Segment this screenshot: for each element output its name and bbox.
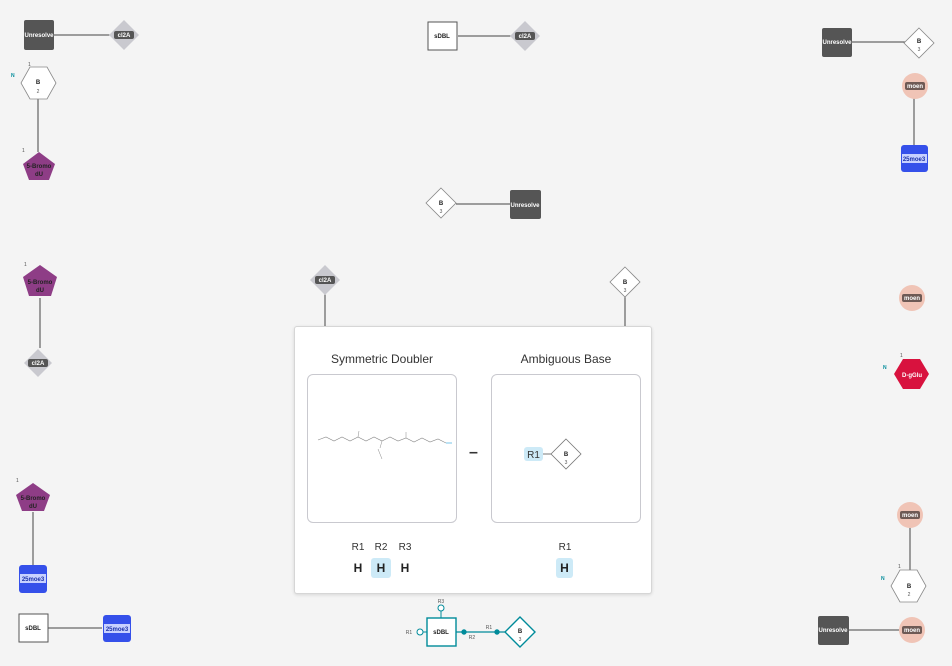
svg-text:1: 1 <box>898 564 901 570</box>
svg-text:N: N <box>11 73 15 79</box>
r1-label: R1 <box>406 630 413 636</box>
svg-text:cl2A: cl2A <box>118 33 131 39</box>
svg-text:B: B <box>623 280 628 286</box>
svg-text:25moe3: 25moe3 <box>22 577 45 583</box>
svg-text:2: 2 <box>908 592 911 598</box>
svg-text:1: 1 <box>16 478 19 484</box>
bromo-du-pentagon[interactable]: 1 5-Bromo dU <box>16 478 50 511</box>
moe3-square[interactable]: 25moe3 <box>19 565 47 593</box>
svg-text:25moe3: 25moe3 <box>903 157 926 163</box>
r1-label: R1 <box>486 625 493 631</box>
cl2a-diamond[interactable]: cl2A <box>310 265 340 295</box>
svg-text:moen: moen <box>904 628 920 634</box>
svg-text:1: 1 <box>900 353 903 359</box>
cl2a-diamond[interactable]: cl2A <box>510 21 540 51</box>
right-panel-title: Ambiguous Base <box>520 352 612 366</box>
svg-text:1: 1 <box>24 262 27 268</box>
svg-text:sDBL: sDBL <box>25 626 41 632</box>
svg-text:1: 1 <box>22 148 25 154</box>
svg-text:3: 3 <box>565 460 568 466</box>
base-number: 3 <box>519 637 522 643</box>
svg-text:Unresolve: Unresolve <box>510 203 540 209</box>
r2-label: R2 <box>469 635 476 641</box>
rgroup-r2: R2 H <box>371 542 391 578</box>
svg-text:2: 2 <box>37 89 40 95</box>
selected-sdbl-square[interactable] <box>416 604 536 648</box>
bromo-du-pentagon[interactable]: 1 5-Bromo dU <box>23 262 57 296</box>
dglu-hexagon[interactable]: 1 N D-gGlu <box>883 353 929 389</box>
svg-text:Unresolve: Unresolve <box>818 628 848 634</box>
sdbl-square[interactable]: sDBL <box>18 613 49 643</box>
moe3-square[interactable]: 25moe3 <box>103 615 131 642</box>
svg-text:B: B <box>917 39 922 45</box>
svg-text:Unresolve: Unresolve <box>24 33 54 39</box>
base-hexagon[interactable]: 1 N B 2 <box>11 62 57 100</box>
base-diamond[interactable]: B 3 <box>609 266 641 298</box>
svg-text:3: 3 <box>440 209 443 215</box>
base-diamond[interactable]: B 3 <box>425 187 457 219</box>
svg-text:moen: moen <box>904 296 920 302</box>
separator: – <box>469 444 478 461</box>
ambiguous-base-structure-box: R1 B 3 <box>491 374 641 523</box>
base-label: B <box>518 629 523 635</box>
unresolved-monomer[interactable]: Unresolve <box>822 28 852 57</box>
base-diamond[interactable]: B 3 <box>903 27 935 59</box>
svg-text:dU: dU <box>29 504 37 510</box>
unresolved-monomer[interactable]: Unresolve <box>24 20 54 50</box>
svg-text:Unresolve: Unresolve <box>822 40 852 46</box>
svg-text:5-Bromo: 5-Bromo <box>27 164 52 170</box>
svg-text:moen: moen <box>907 84 923 90</box>
rgroup-base-r1: R1 H <box>555 542 575 578</box>
svg-text:dU: dU <box>36 288 44 294</box>
moen-circle[interactable]: moen <box>902 73 928 99</box>
moen-circle[interactable]: moen <box>899 617 925 643</box>
svg-text:1: 1 <box>28 62 31 68</box>
svg-text:5-Bromo: 5-Bromo <box>21 496 46 502</box>
cl2a-diamond[interactable]: cl2A <box>109 20 139 50</box>
svg-text:B: B <box>907 584 912 590</box>
svg-text:25moe3: 25moe3 <box>106 627 129 633</box>
base-hexagon[interactable]: 1 N B 2 <box>881 564 927 603</box>
svg-text:N: N <box>881 576 885 582</box>
svg-text:B: B <box>36 80 41 86</box>
svg-text:N: N <box>883 365 887 371</box>
svg-text:moen: moen <box>902 513 918 519</box>
svg-text:cl2A: cl2A <box>32 361 45 367</box>
moen-circle[interactable]: moen <box>899 285 925 311</box>
svg-text:cl2A: cl2A <box>519 34 532 40</box>
r1-tag: R1 <box>527 450 540 461</box>
cl2a-diamond[interactable]: cl2A <box>24 349 52 377</box>
unresolved-monomer[interactable]: Unresolve <box>818 616 849 645</box>
svg-text:B: B <box>564 452 569 458</box>
svg-text:3: 3 <box>624 288 627 294</box>
left-panel-title: Symmetric Doubler <box>330 352 434 366</box>
svg-text:5-Bromo: 5-Bromo <box>28 280 53 286</box>
bromo-du-pentagon[interactable]: 1 5-Bromo dU <box>22 148 55 180</box>
monomer-preview-card: Symmetric Doubler Ambiguous Base – R1 B … <box>294 326 652 594</box>
moen-circle[interactable]: moen <box>897 502 923 528</box>
svg-text:D-gGlu: D-gGlu <box>902 373 922 379</box>
sdbl-label: sDBL <box>433 630 449 636</box>
rgroup-r1: R1 H <box>351 542 365 575</box>
r3-label: R3 <box>438 599 445 605</box>
symmetric-doubler-structure-box <box>307 374 457 523</box>
svg-text:cl2A: cl2A <box>319 278 332 284</box>
sdbl-square[interactable]: sDBL <box>427 21 458 51</box>
svg-text:dU: dU <box>35 172 43 178</box>
svg-text:sDBL: sDBL <box>434 34 450 40</box>
unresolved-monomer[interactable]: Unresolve <box>510 190 541 219</box>
svg-text:3: 3 <box>918 47 921 53</box>
base-structure: R1 B 3 <box>524 438 582 470</box>
rgroup-r3: R3 H <box>398 542 412 575</box>
chemical-structure <box>317 430 452 460</box>
svg-text:B: B <box>439 201 444 207</box>
moe3-square[interactable]: 25moe3 <box>901 145 928 172</box>
